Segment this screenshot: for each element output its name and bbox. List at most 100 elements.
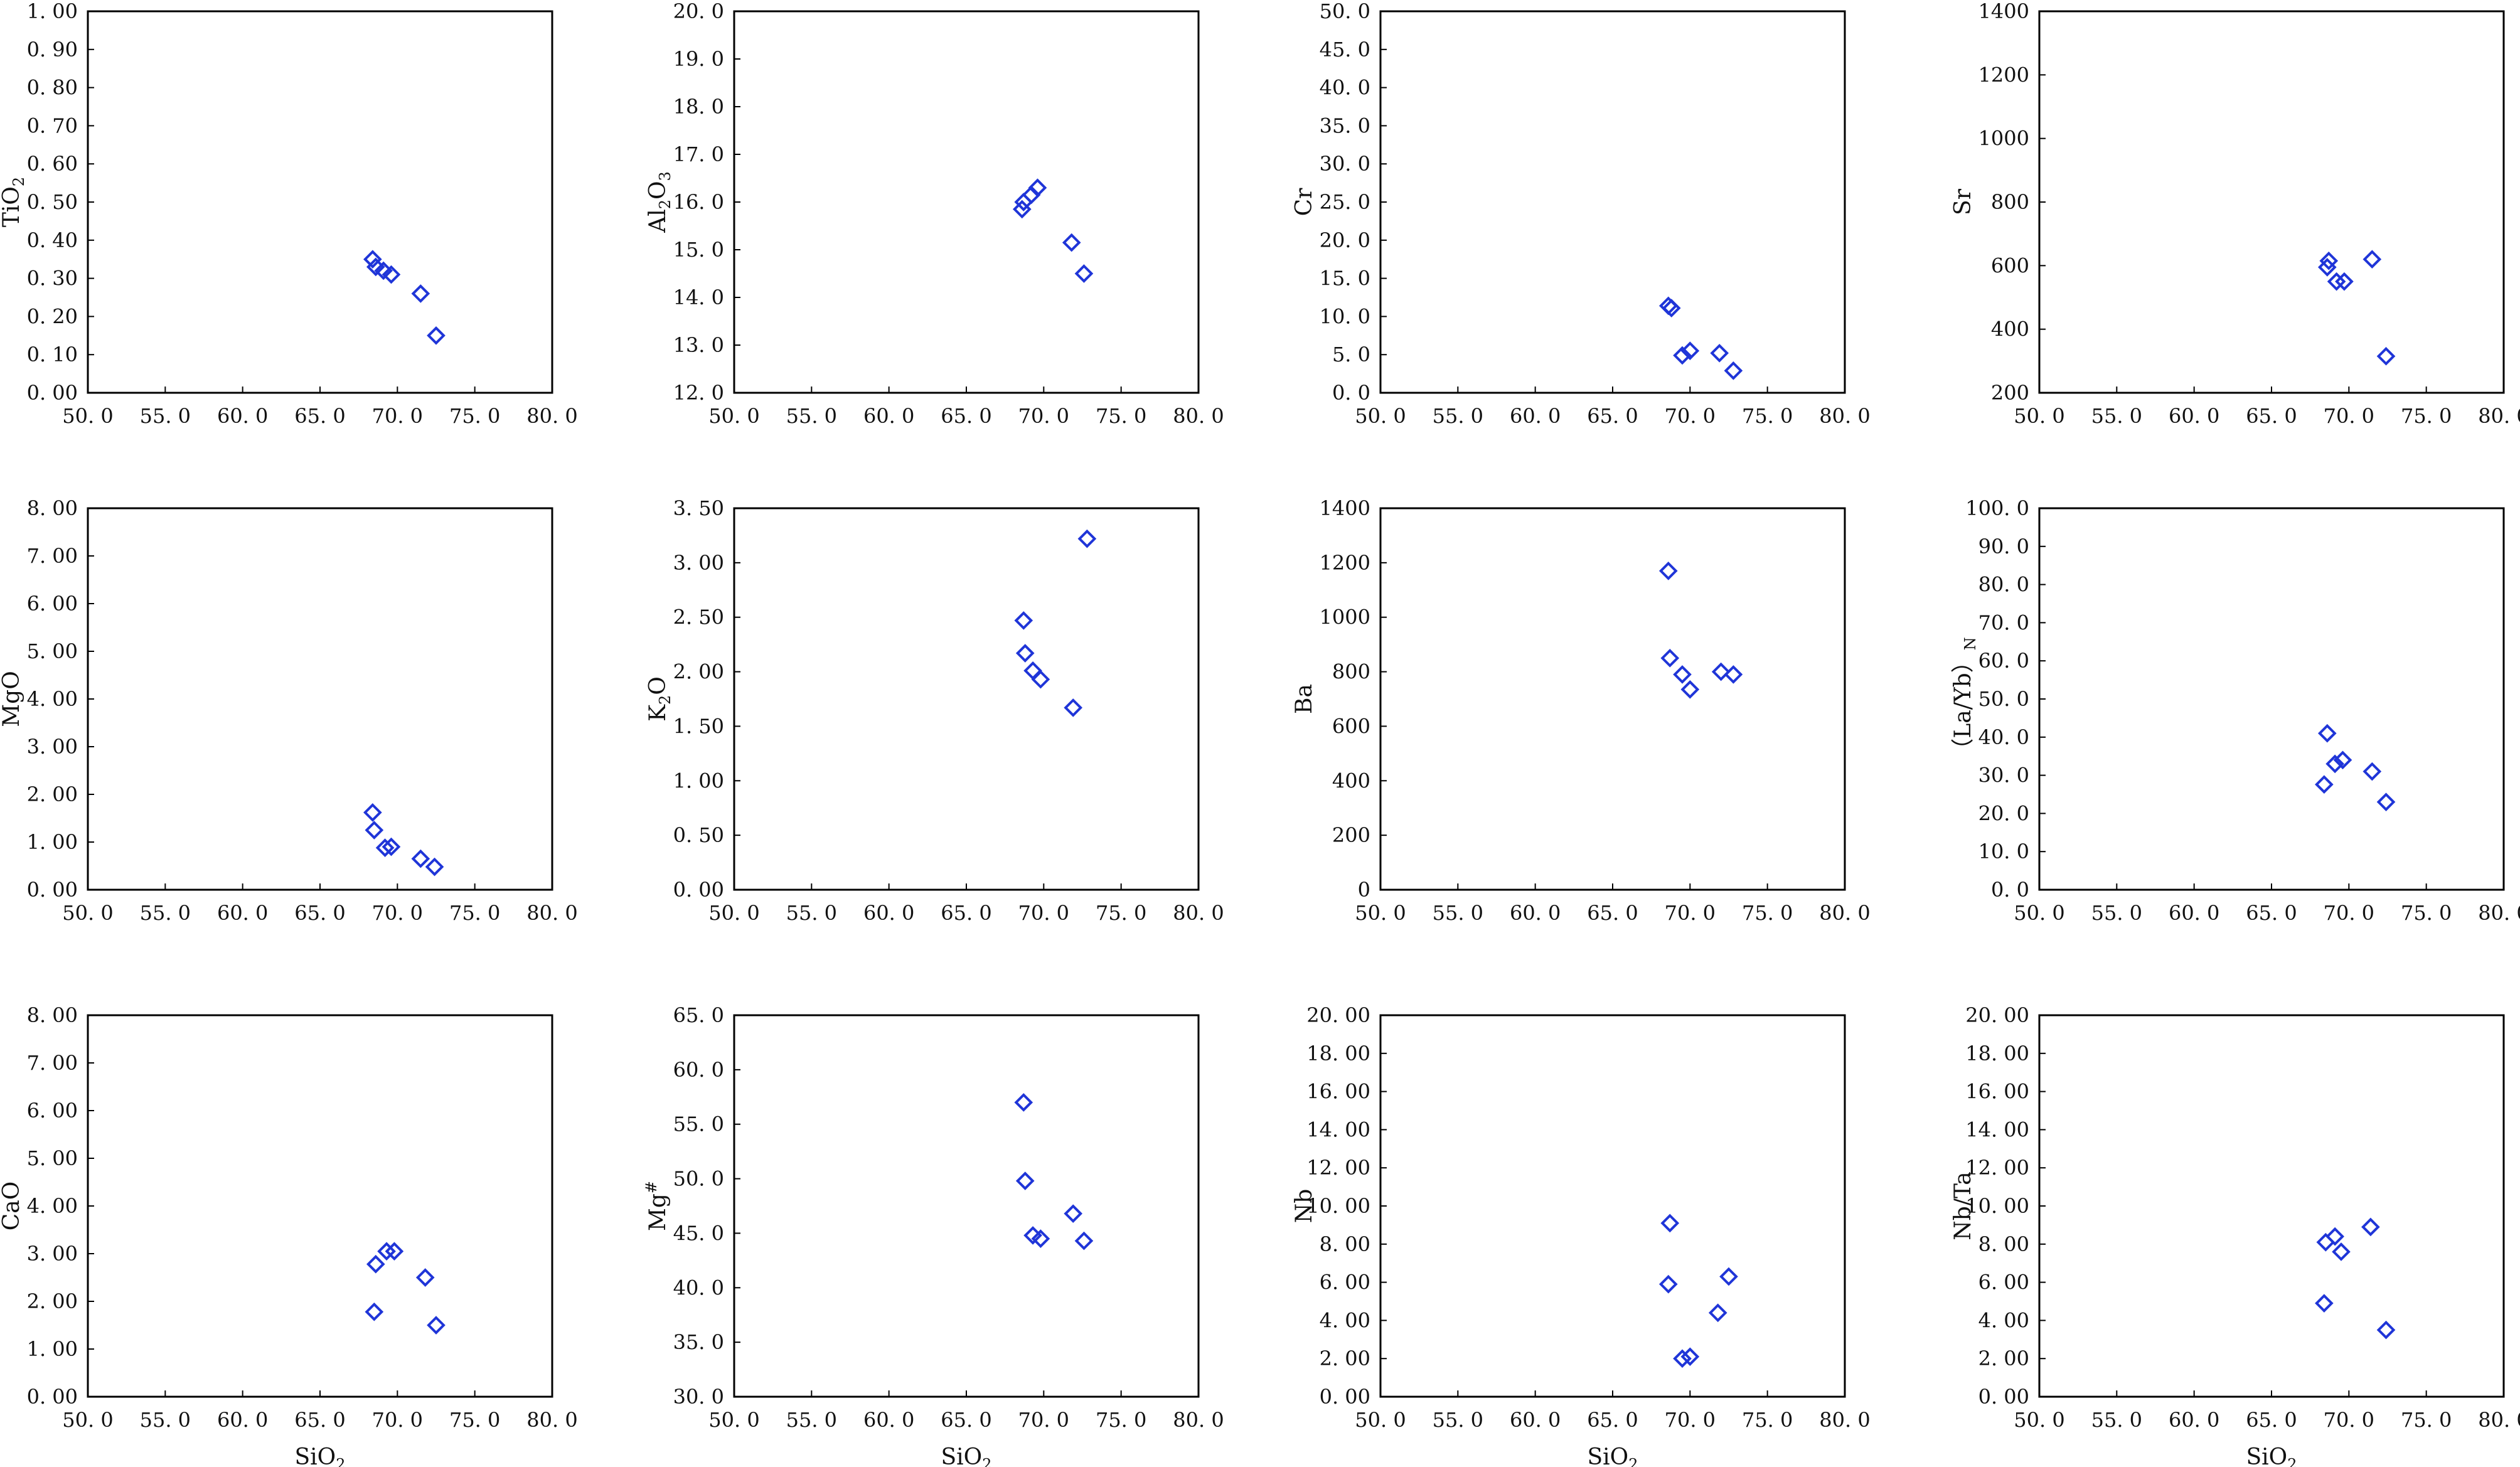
data-point bbox=[365, 821, 384, 840]
x-tick-label: 80. 0 bbox=[1819, 1408, 1870, 1432]
plot-frame bbox=[733, 10, 1200, 394]
x-tick-label: 55. 0 bbox=[2091, 404, 2142, 428]
y-tick-label: 7. 00 bbox=[27, 544, 78, 568]
y-tick-label: 18. 0 bbox=[673, 95, 724, 119]
x-tick-label: 55. 0 bbox=[2091, 901, 2142, 925]
data-point bbox=[2362, 762, 2382, 781]
x-tick-label: 60. 0 bbox=[217, 404, 268, 428]
y-tick-label: 1000 bbox=[1320, 605, 1370, 629]
x-tick-label: 70. 0 bbox=[1018, 901, 1069, 925]
x-tick-label: 70. 0 bbox=[372, 1408, 423, 1432]
x-tick-label: 65. 0 bbox=[1587, 901, 1638, 925]
y-tick-label: 30. 0 bbox=[673, 1385, 724, 1409]
x-tick-label: 70. 0 bbox=[1018, 1408, 1069, 1432]
x-tick-label: 50. 0 bbox=[62, 901, 113, 925]
scatter-plot-11: 50. 0 55. 0 60. 0 65. 0 70. 0 75. 0 80. 0 0. 00… bbox=[1291, 1003, 1871, 1467]
data-point bbox=[363, 803, 382, 822]
x-tick-label: 65. 0 bbox=[294, 1408, 345, 1432]
data-point bbox=[2335, 272, 2354, 291]
x-tick-label: 75. 0 bbox=[2401, 901, 2452, 925]
y-tick-label: 40. 0 bbox=[1978, 725, 2029, 749]
y-tick-label: 18. 00 bbox=[1306, 1042, 1370, 1065]
y-tick-label: 12. 00 bbox=[1965, 1156, 2029, 1180]
data-point bbox=[1719, 1267, 1738, 1286]
data-point bbox=[2327, 272, 2346, 291]
x-tick-label: 75. 0 bbox=[1096, 901, 1146, 925]
x-tick-label: 80. 0 bbox=[526, 404, 577, 428]
x-tick-label: 75. 0 bbox=[2401, 404, 2452, 428]
y-tick-label: 35. 0 bbox=[1320, 114, 1370, 137]
y-tick-label: 8. 00 bbox=[27, 496, 78, 520]
y-tick-label: 400 bbox=[1332, 769, 1370, 792]
y-tick-label: 0. 80 bbox=[27, 76, 78, 100]
y-axis-label: （La/Yb）N bbox=[1950, 637, 1979, 760]
data-point bbox=[1660, 1214, 1680, 1233]
y-tick-label: 30. 0 bbox=[1978, 764, 2029, 787]
y-tick-label: 5. 00 bbox=[27, 1146, 78, 1170]
data-point bbox=[1673, 665, 1692, 684]
y-tick-label: 1. 50 bbox=[673, 714, 724, 738]
scatter-plot-10: 50. 0 55. 0 60. 0 65. 0 70. 0 75. 0 80. 0 30. 0… bbox=[643, 1003, 1224, 1467]
x-tick-label: 75. 0 bbox=[449, 901, 500, 925]
y-axis-label: Nb bbox=[1291, 1189, 1317, 1224]
x-tick-label: 60. 0 bbox=[2169, 901, 2219, 925]
y-tick-label: 20. 0 bbox=[1320, 228, 1370, 252]
y-axis-label: Sr bbox=[1950, 188, 1976, 215]
y-tick-label: 80. 0 bbox=[1978, 573, 2029, 597]
x-axis-label: SiO2 bbox=[295, 1444, 346, 1467]
plot-frame bbox=[1379, 507, 1846, 891]
x-tick-label: 60. 0 bbox=[2169, 1408, 2219, 1432]
x-tick-label: 80. 0 bbox=[1173, 404, 1224, 428]
y-tick-label: 1. 00 bbox=[27, 0, 78, 23]
y-tick-label: 2. 50 bbox=[673, 605, 724, 629]
x-tick-label: 65. 0 bbox=[294, 404, 345, 428]
x-tick-label: 60. 0 bbox=[2169, 404, 2219, 428]
x-tick-label: 80. 0 bbox=[2478, 1408, 2520, 1432]
y-tick-label: 50. 0 bbox=[1320, 0, 1370, 23]
data-point bbox=[1662, 299, 1681, 317]
x-tick-label: 55. 0 bbox=[2091, 1408, 2142, 1432]
x-tick-label: 70. 0 bbox=[1665, 404, 1716, 428]
y-tick-label: 0. 0 bbox=[1991, 878, 2029, 902]
y-tick-label: 1000 bbox=[1978, 127, 2029, 151]
x-tick-label: 65. 0 bbox=[2246, 1408, 2297, 1432]
x-tick-label: 50. 0 bbox=[708, 901, 759, 925]
x-tick-label: 70. 0 bbox=[2324, 901, 2374, 925]
y-tick-label: 0. 00 bbox=[1978, 1385, 2029, 1409]
y-tick-label: 40. 0 bbox=[1320, 76, 1370, 100]
data-point bbox=[1710, 343, 1729, 363]
data-point bbox=[2317, 723, 2337, 743]
x-tick-label: 55. 0 bbox=[1433, 1408, 1483, 1432]
x-tick-label: 80. 0 bbox=[2478, 901, 2520, 925]
scatter-plot-7: 50. 0 55. 0 60. 0 65. 0 70. 0 75. 0 80. 0 0 200 4… bbox=[1291, 496, 1871, 925]
x-tick-label: 65. 0 bbox=[2246, 901, 2297, 925]
data-point bbox=[427, 1316, 446, 1335]
scatter-plot-4: 50. 0 55. 0 60. 0 65. 0 70. 0 75. 0 80. 0 200 40… bbox=[1950, 0, 2520, 428]
data-point bbox=[1074, 1231, 1094, 1251]
y-axis-label: Nb/Ta bbox=[1950, 1171, 1976, 1240]
x-tick-label: 75. 0 bbox=[1742, 404, 1793, 428]
y-axis-label: K2O bbox=[645, 676, 674, 722]
x-tick-label: 80. 0 bbox=[1819, 901, 1870, 925]
data-point bbox=[1014, 1093, 1033, 1112]
y-tick-label: 200 bbox=[1991, 381, 2029, 405]
x-tick-label: 60. 0 bbox=[863, 1408, 914, 1432]
y-tick-label: 60. 0 bbox=[673, 1058, 724, 1082]
y-tick-label: 800 bbox=[1332, 660, 1370, 684]
y-tick-label: 5. 00 bbox=[27, 639, 78, 663]
x-tick-label: 75. 0 bbox=[449, 1408, 500, 1432]
y-tick-label: 1. 00 bbox=[27, 1337, 78, 1361]
y-tick-label: 2. 00 bbox=[27, 782, 78, 806]
data-point bbox=[2361, 1217, 2380, 1237]
x-tick-label: 60. 0 bbox=[1510, 901, 1561, 925]
y-tick-label: 100. 0 bbox=[1965, 496, 2029, 520]
y-tick-label: 0. 0 bbox=[1332, 381, 1370, 405]
y-axis-label: Mg# bbox=[643, 1181, 671, 1231]
data-point bbox=[2325, 1227, 2344, 1246]
y-tick-label: 0. 00 bbox=[673, 878, 724, 902]
x-tick-label: 80. 0 bbox=[1819, 404, 1870, 428]
y-tick-label: 1400 bbox=[1978, 0, 2029, 23]
data-point bbox=[382, 265, 401, 284]
data-point bbox=[363, 250, 382, 269]
x-tick-label: 50. 0 bbox=[2014, 1408, 2064, 1432]
